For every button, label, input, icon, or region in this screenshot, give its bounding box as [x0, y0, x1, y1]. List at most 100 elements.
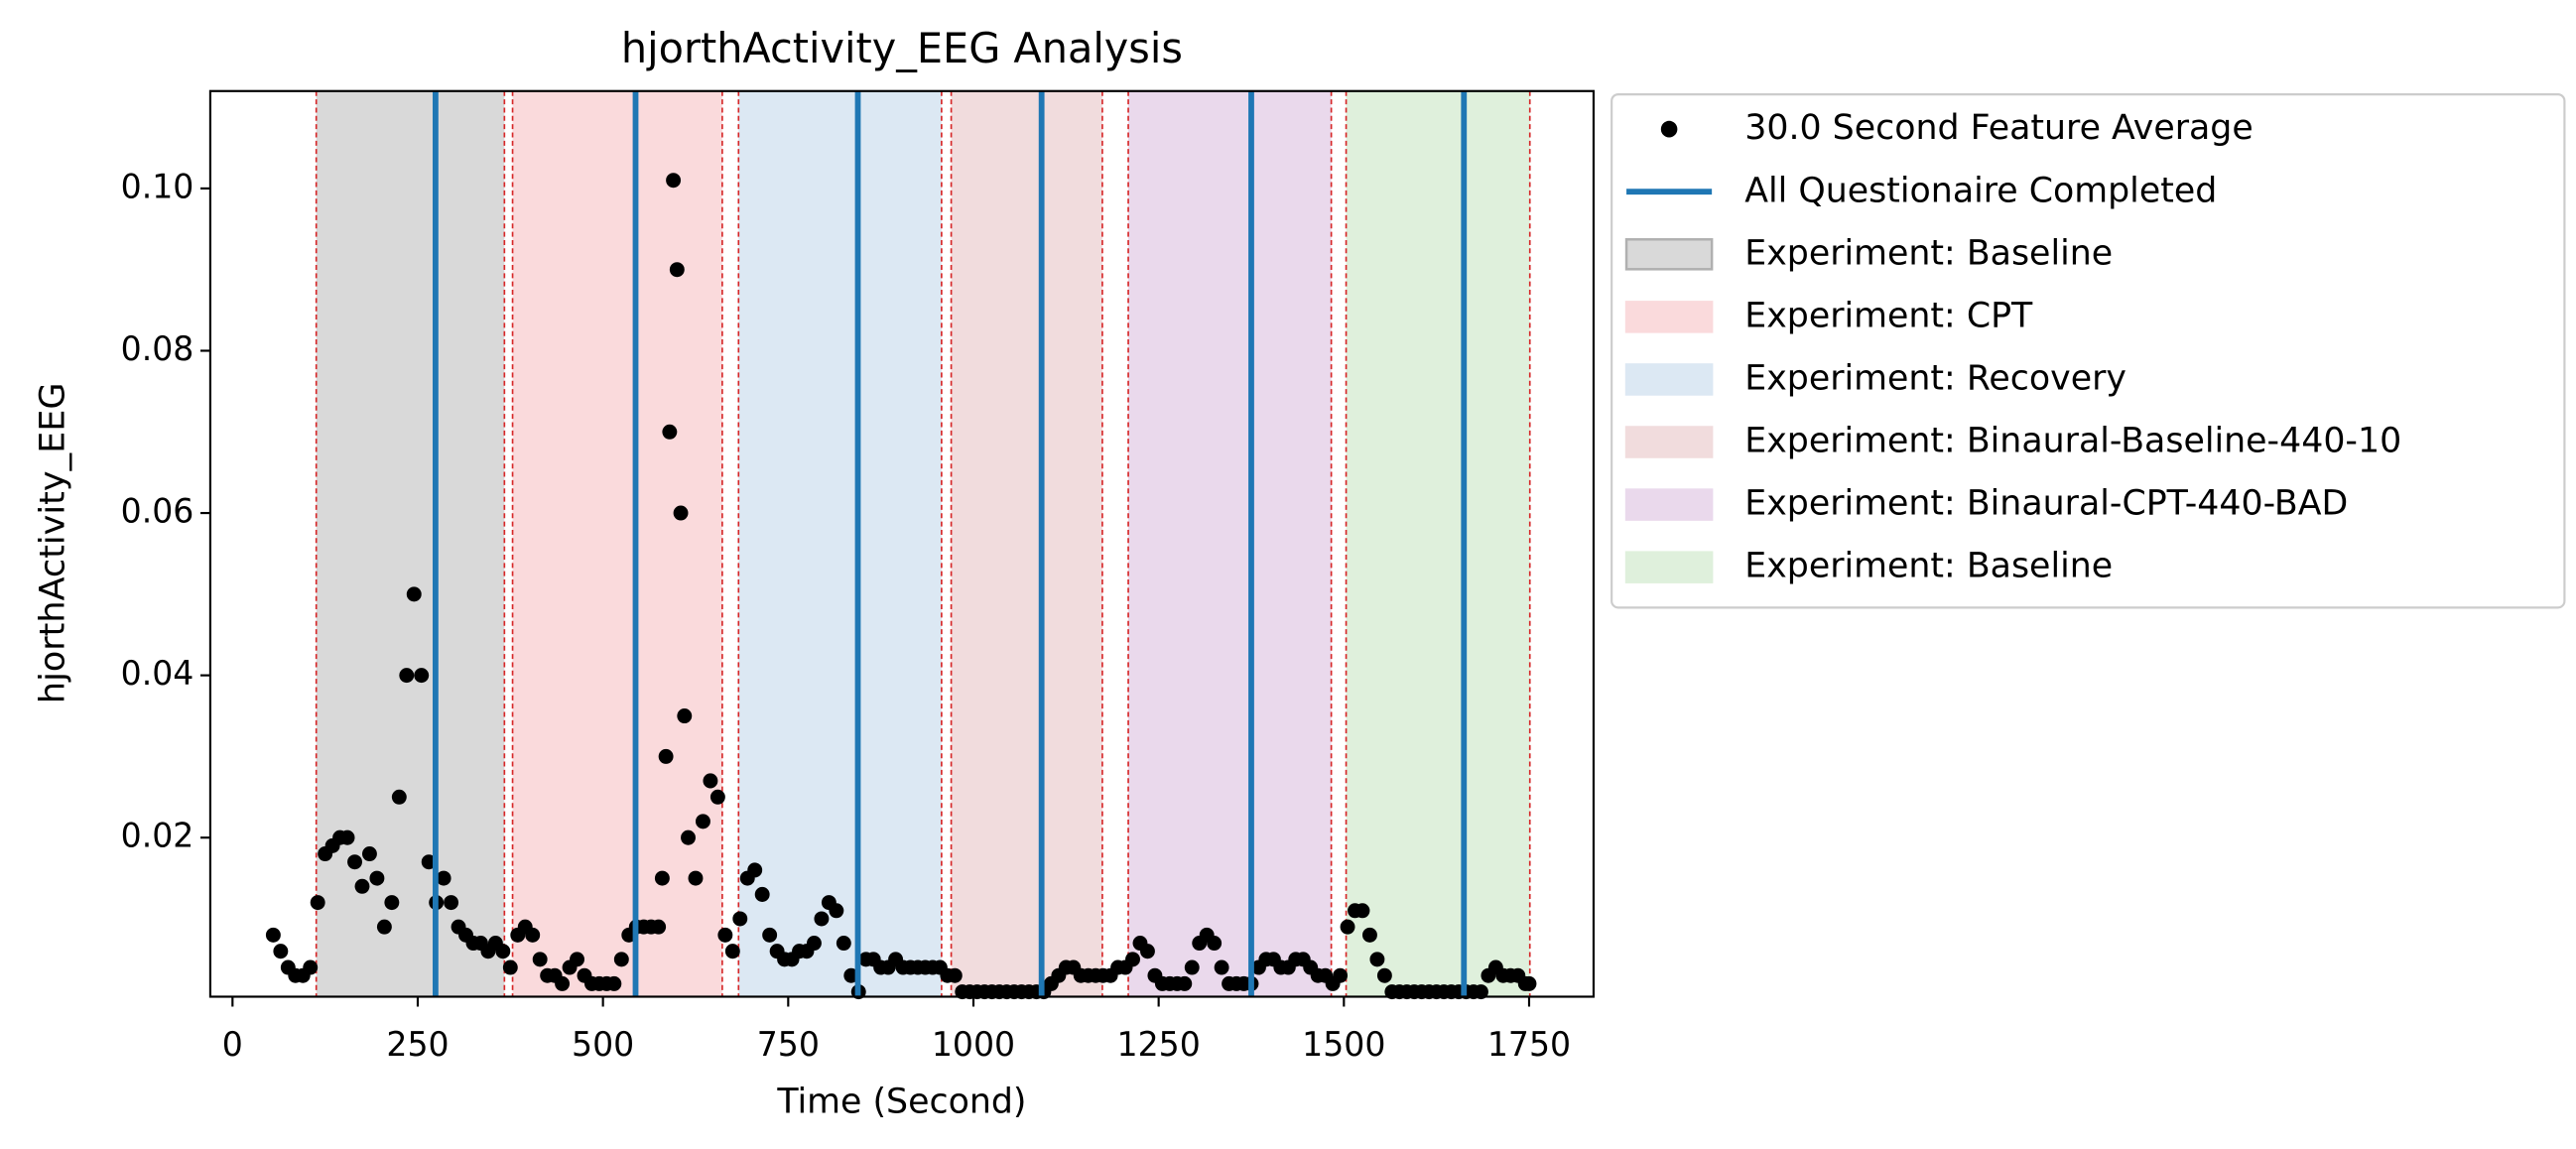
data-point: [732, 911, 748, 927]
region: [1346, 90, 1530, 997]
data-point: [1207, 936, 1223, 952]
data-point: [1140, 944, 1155, 959]
data-point: [555, 975, 571, 991]
data-point: [347, 854, 362, 870]
legend-label: Experiment: Baseline: [1744, 233, 2113, 273]
data-point: [1125, 952, 1140, 967]
data-point: [662, 424, 678, 440]
data-point: [1214, 959, 1229, 975]
data-point: [1354, 903, 1370, 919]
x-tick-label: 1750: [1487, 1025, 1571, 1064]
data-point: [836, 936, 851, 952]
data-point: [495, 944, 511, 959]
x-tick-label: 1500: [1302, 1025, 1385, 1064]
data-point: [444, 895, 459, 911]
y-tick-label: 0.04: [121, 654, 194, 693]
data-point: [703, 773, 718, 789]
data-point: [658, 748, 674, 764]
data-point: [947, 967, 963, 983]
x-tick-label: 1250: [1117, 1025, 1201, 1064]
legend-patch: [1624, 551, 1714, 583]
data-point: [709, 789, 725, 805]
legend-marker: [1660, 120, 1678, 138]
data-point: [606, 975, 622, 991]
data-point: [310, 895, 325, 911]
legend-label: Experiment: Baseline: [1744, 547, 2113, 586]
x-tick-label: 250: [386, 1025, 449, 1064]
y-tick-label: 0.02: [121, 817, 194, 855]
x-tick-label: 0: [222, 1025, 243, 1064]
legend-patch: [1624, 238, 1714, 271]
data-point: [1376, 967, 1392, 983]
data-point: [369, 870, 385, 886]
data-point: [354, 878, 370, 894]
data-point: [669, 262, 685, 278]
data-point: [1474, 984, 1488, 1000]
data-point: [666, 173, 682, 189]
data-point: [1333, 967, 1349, 983]
data-point: [814, 911, 830, 927]
data-point: [688, 870, 704, 886]
x-axis-label: Time (Second): [776, 1082, 1026, 1121]
legend-label: Experiment: CPT: [1744, 296, 2033, 335]
data-point: [532, 952, 548, 967]
legend-label: Experiment: Binaural-Baseline-440-10: [1744, 421, 2401, 460]
data-point: [406, 586, 422, 602]
data-point: [717, 927, 733, 943]
data-point: [681, 830, 696, 845]
region: [951, 90, 1102, 997]
data-point: [696, 814, 710, 830]
chart-title: hjorthActivity_EEG Analysis: [621, 24, 1183, 72]
data-point: [303, 959, 319, 975]
region: [316, 90, 505, 997]
data-point: [399, 668, 415, 684]
y-tick-label: 0.10: [121, 167, 194, 205]
data-point: [651, 919, 667, 935]
data-point: [1340, 919, 1355, 935]
data-point: [613, 952, 629, 967]
data-point: [570, 952, 584, 967]
legend-label: All Questionaire Completed: [1744, 171, 2217, 210]
data-point: [754, 886, 770, 902]
legend-patch: [1624, 301, 1714, 333]
data-point: [502, 959, 518, 975]
y-tick-label: 0.08: [121, 329, 194, 368]
data-point: [1184, 959, 1200, 975]
data-point: [421, 854, 437, 870]
data-point: [724, 944, 740, 959]
data-point: [265, 927, 281, 943]
data-point: [362, 846, 377, 862]
data-point: [339, 830, 355, 845]
data-point: [677, 708, 693, 724]
data-point: [525, 927, 541, 943]
region: [1128, 90, 1332, 997]
data-point: [384, 895, 400, 911]
data-point: [376, 919, 392, 935]
legend-label: Experiment: Recovery: [1744, 358, 2126, 398]
data-point: [1177, 975, 1193, 991]
data-point: [807, 936, 822, 952]
data-point: [436, 870, 451, 886]
plot-frame: [208, 89, 1596, 998]
y-tick-label: 0.06: [121, 491, 194, 530]
data-point: [654, 870, 670, 886]
data-point: [1362, 927, 1377, 943]
data-point: [829, 903, 844, 919]
data-point: [747, 862, 763, 878]
data-point: [673, 505, 689, 521]
legend-label: Experiment: Binaural-CPT-440-BAD: [1744, 484, 2348, 524]
x-tick-label: 1000: [932, 1025, 1015, 1064]
x-tick-label: 750: [757, 1025, 820, 1064]
data-point: [843, 967, 859, 983]
legend-label: 30.0 Second Feature Average: [1744, 108, 2253, 148]
legend-box: [1610, 93, 2566, 609]
legend-patch: [1624, 363, 1714, 396]
x-tick-label: 500: [572, 1025, 634, 1064]
legend-patch: [1624, 426, 1714, 458]
data-point: [414, 668, 430, 684]
data-point: [391, 789, 407, 805]
data-point: [273, 944, 289, 959]
region: [512, 90, 722, 997]
region: [738, 90, 942, 997]
